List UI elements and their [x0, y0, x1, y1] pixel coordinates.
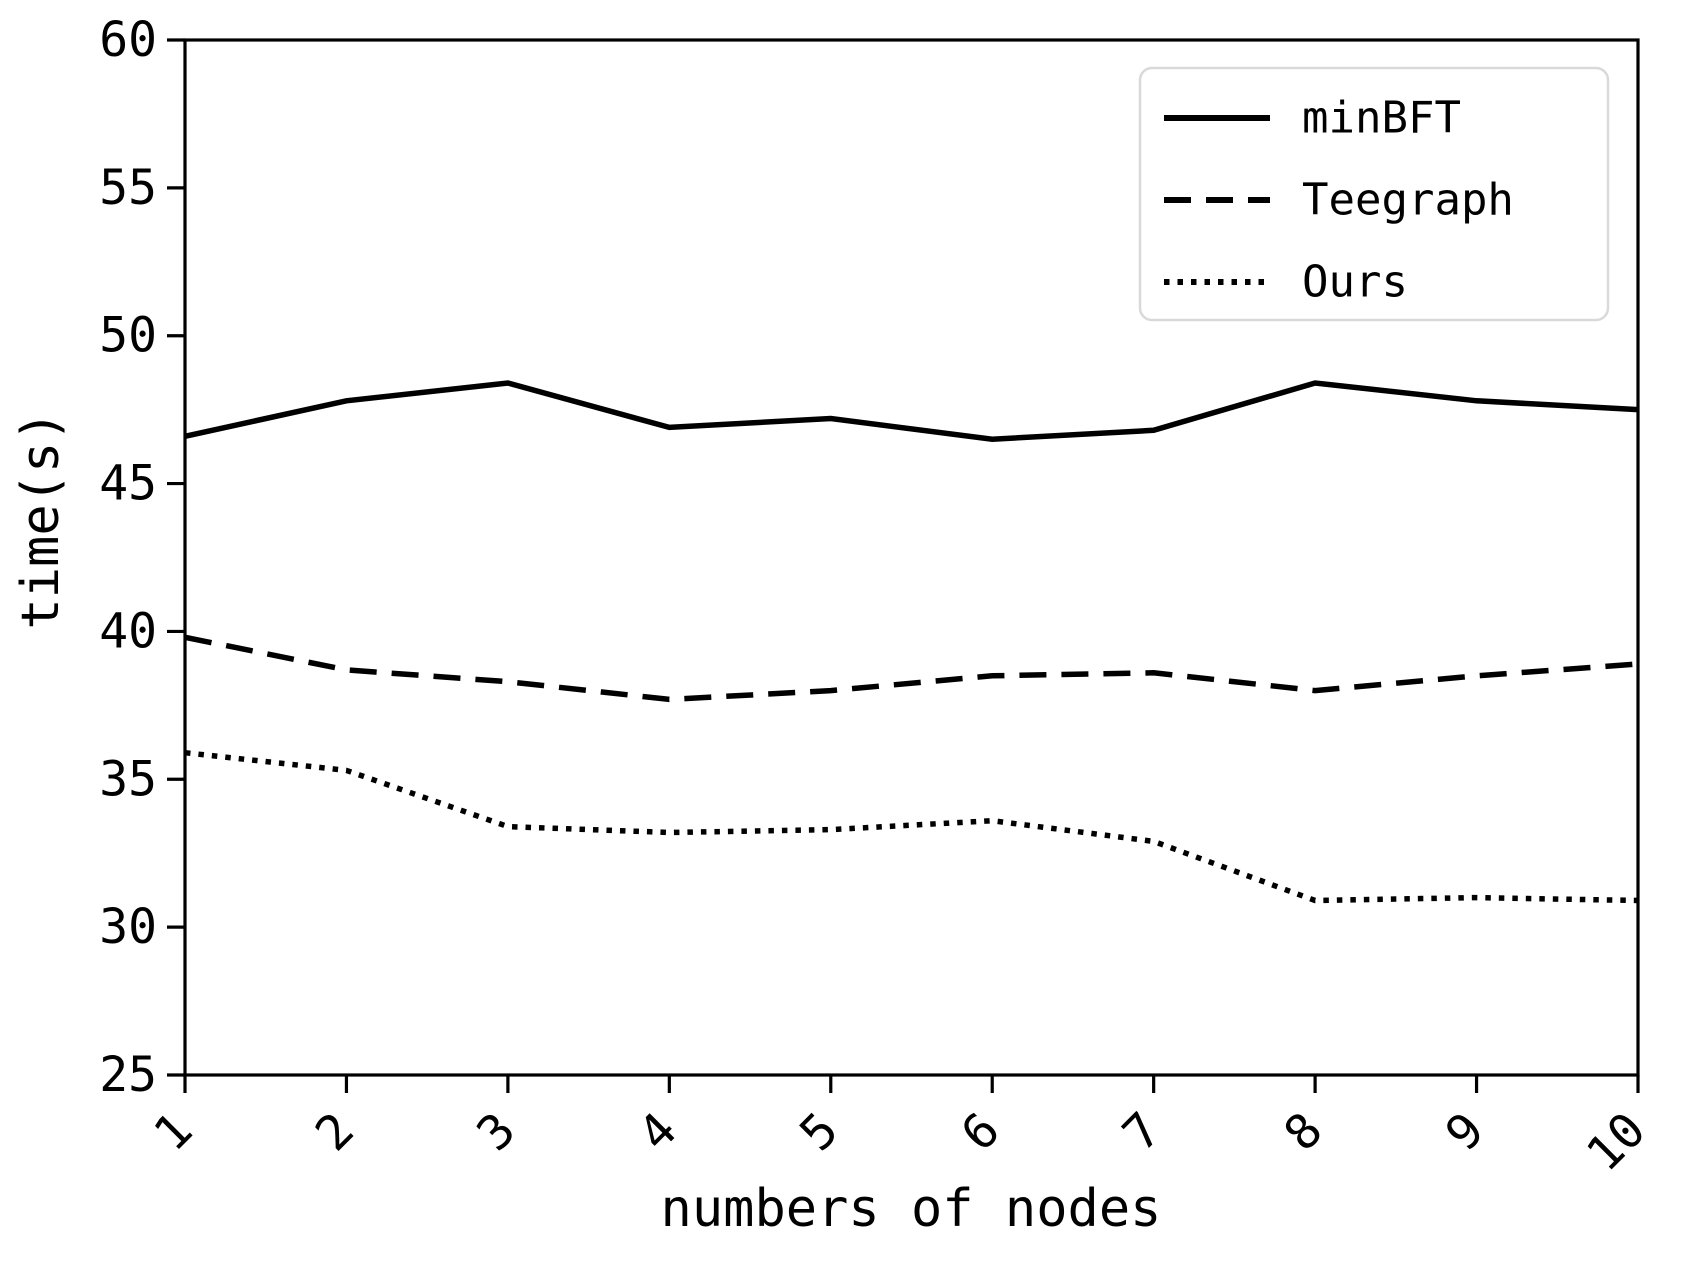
y-tick-label: 30 [99, 899, 157, 955]
y-tick-label: 45 [99, 456, 157, 512]
x-tick-label: 3 [466, 1102, 526, 1162]
legend-label-Teegraph: Teegraph [1302, 175, 1514, 226]
series-line-minBFT [184, 380, 1639, 442]
x-tick-label: 4 [628, 1102, 688, 1162]
x-tick-label: 5 [789, 1102, 849, 1162]
legend-box [1138, 66, 1610, 322]
x-axis-label: numbers of nodes [661, 1179, 1162, 1239]
y-axis-label: time(s) [11, 410, 71, 629]
legend-label-Ours: Ours [1302, 257, 1408, 308]
legend-label-minBFT: minBFT [1302, 93, 1461, 144]
y-tick-label: 35 [99, 751, 157, 807]
x-tick-label: 7 [1112, 1102, 1172, 1162]
y-tick-label: 55 [99, 160, 157, 216]
y-tick-label: 25 [99, 1047, 157, 1103]
x-tick-label: 10 [1576, 1102, 1656, 1182]
series-line-Ours [184, 749, 1639, 904]
x-tick-label: 1 [143, 1102, 203, 1162]
y-tick-label: 40 [99, 603, 157, 659]
x-tick-label: 6 [951, 1102, 1011, 1162]
x-tick-label: 9 [1435, 1102, 1495, 1162]
y-tick-label: 60 [99, 12, 157, 68]
series-line-Teegraph [184, 634, 1639, 703]
y-tick-label: 50 [99, 308, 157, 364]
x-tick-label: 2 [305, 1102, 365, 1162]
x-tick-label: 8 [1274, 1102, 1334, 1162]
axes-spines [183, 38, 1640, 1077]
